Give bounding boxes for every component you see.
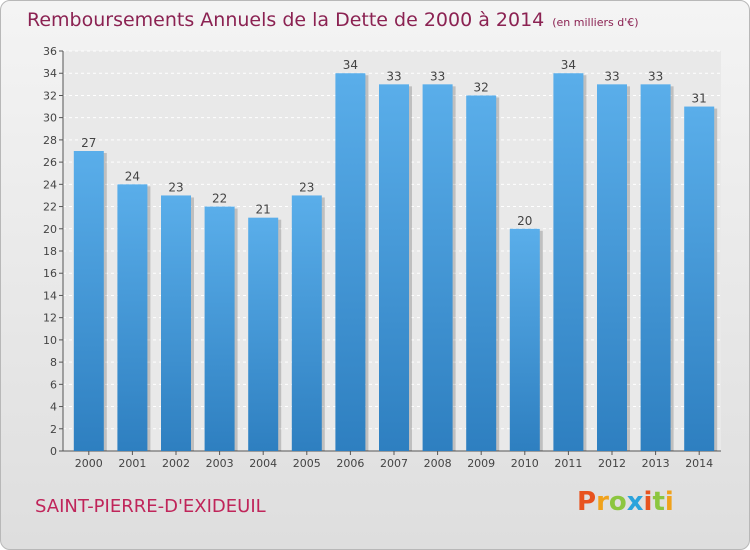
y-tick-label: 20 <box>43 223 57 236</box>
x-tick-label: 2011 <box>554 457 582 470</box>
x-tick-label: 2001 <box>118 457 146 470</box>
bar-2005 <box>291 195 322 451</box>
y-tick-label: 18 <box>43 245 57 258</box>
bar-2008 <box>422 84 453 451</box>
bar-2001 <box>117 184 148 452</box>
y-tick-label: 16 <box>43 267 57 280</box>
city-name: SAINT-PIERRE-D'EXIDEUIL <box>35 496 266 517</box>
bar-2011 <box>553 73 584 451</box>
x-tick-label: 2008 <box>424 457 452 470</box>
y-tick-label: 6 <box>50 378 57 391</box>
bar-2007 <box>379 84 409 451</box>
y-tick-label: 12 <box>43 312 57 325</box>
y-tick-label: 28 <box>43 134 57 147</box>
x-tick-label: 2002 <box>162 457 190 470</box>
x-tick-label: 2012 <box>598 457 626 470</box>
bar-2003 <box>204 206 235 451</box>
y-tick-label: 22 <box>43 201 57 214</box>
x-tick-label: 2014 <box>685 457 713 470</box>
data-label: 23 <box>299 180 314 194</box>
data-label: 32 <box>474 80 489 94</box>
chart-title-text: Remboursements Annuels de la Dette de 20… <box>27 9 545 31</box>
y-tick-label: 0 <box>50 445 57 458</box>
bar-2012 <box>597 84 627 451</box>
y-tick-label: 14 <box>43 289 57 302</box>
y-tick-label: 32 <box>43 89 57 102</box>
y-tick-label: 36 <box>43 45 57 58</box>
x-tick-label: 2003 <box>206 457 234 470</box>
bar-2013 <box>640 84 671 451</box>
y-tick-label: 26 <box>43 156 57 169</box>
data-label: 27 <box>81 136 96 150</box>
y-tick-label: 4 <box>50 401 57 414</box>
x-tick-label: 2005 <box>293 457 321 470</box>
bar-2006 <box>335 73 366 451</box>
proxiti-logo: Proxiti <box>577 487 674 517</box>
bar-2000 <box>73 151 104 451</box>
data-label: 31 <box>692 92 707 106</box>
data-label: 22 <box>212 192 227 206</box>
bar-2002 <box>161 195 191 451</box>
x-tick-label: 2007 <box>380 457 408 470</box>
x-tick-label: 2006 <box>336 457 364 470</box>
data-label: 20 <box>517 214 532 228</box>
x-tick-label: 2004 <box>249 457 277 470</box>
bar-2009 <box>466 95 497 451</box>
data-label: 24 <box>125 169 140 183</box>
data-label: 23 <box>168 180 183 194</box>
bar-2010 <box>509 228 540 451</box>
data-label: 33 <box>648 69 663 83</box>
x-tick-label: 2010 <box>511 457 539 470</box>
y-tick-label: 2 <box>50 423 57 436</box>
chart-title: Remboursements Annuels de la Dette de 20… <box>27 9 639 31</box>
data-label: 34 <box>561 58 576 72</box>
data-label: 21 <box>256 203 271 217</box>
data-label: 33 <box>430 69 445 83</box>
x-tick-label: 2000 <box>75 457 103 470</box>
bar-2014 <box>684 106 715 452</box>
chart-unit: (en milliers d'€) <box>552 16 639 29</box>
data-label: 33 <box>604 69 619 83</box>
y-tick-label: 10 <box>43 334 57 347</box>
y-tick-label: 8 <box>50 356 57 369</box>
data-label: 34 <box>343 58 358 72</box>
bar-2004 <box>248 217 279 451</box>
x-tick-label: 2013 <box>642 457 670 470</box>
data-label: 33 <box>386 69 401 83</box>
x-tick-label: 2009 <box>467 457 495 470</box>
y-tick-label: 30 <box>43 112 57 125</box>
y-tick-label: 24 <box>43 178 57 191</box>
y-tick-label: 34 <box>43 67 57 80</box>
